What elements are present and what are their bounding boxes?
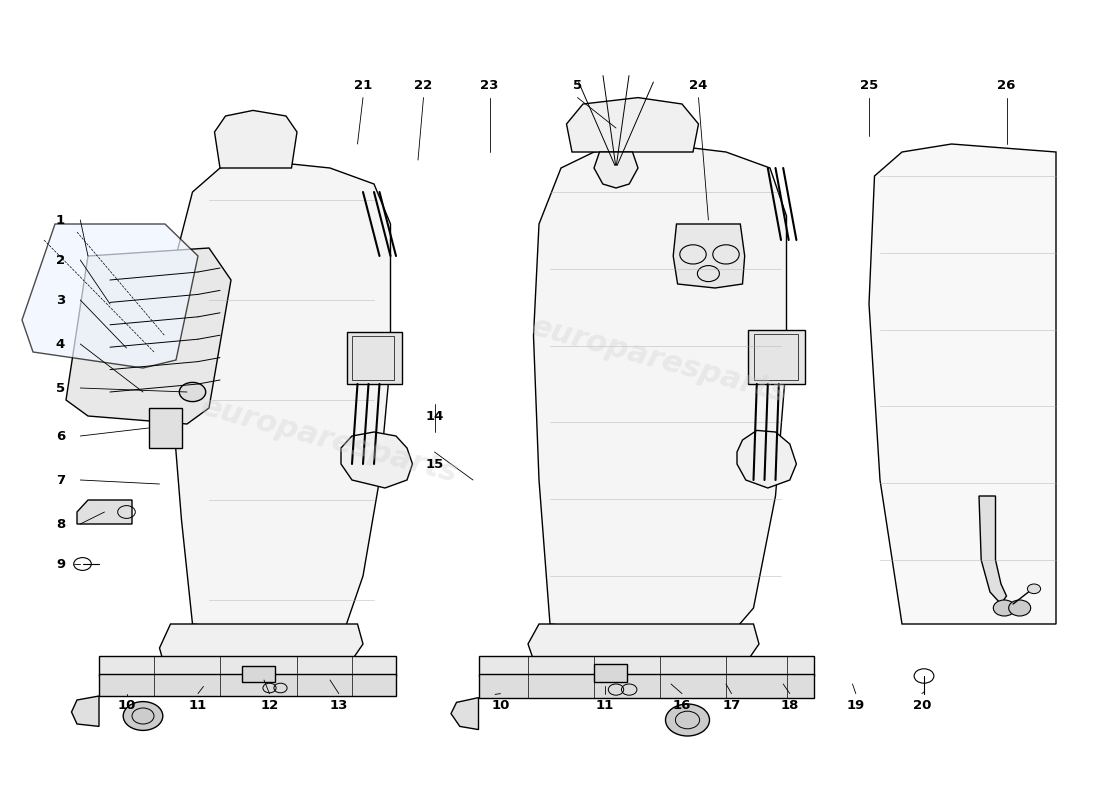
Text: 10: 10: [492, 699, 509, 712]
Polygon shape: [214, 110, 297, 168]
Text: 3: 3: [56, 294, 65, 306]
Text: 11: 11: [189, 699, 207, 712]
Polygon shape: [72, 696, 99, 726]
Circle shape: [1009, 600, 1031, 616]
Text: 24: 24: [690, 79, 707, 92]
Bar: [748, 330, 805, 384]
Text: 1: 1: [56, 214, 65, 226]
Text: 20: 20: [913, 699, 931, 712]
Bar: [346, 332, 402, 384]
Text: 2: 2: [56, 254, 65, 266]
Bar: [754, 334, 798, 380]
Circle shape: [666, 704, 710, 736]
Text: 6: 6: [56, 430, 65, 442]
Circle shape: [123, 702, 163, 730]
Text: 25: 25: [860, 79, 878, 92]
Text: 21: 21: [354, 79, 372, 92]
Text: 13: 13: [330, 699, 348, 712]
Text: 11: 11: [596, 699, 614, 712]
Bar: [99, 656, 396, 676]
Polygon shape: [66, 248, 231, 424]
Text: 7: 7: [56, 474, 65, 486]
Text: 10: 10: [118, 699, 135, 712]
Circle shape: [993, 600, 1015, 616]
Text: 26: 26: [998, 79, 1015, 92]
Text: 16: 16: [673, 699, 691, 712]
Bar: [478, 674, 814, 698]
Polygon shape: [594, 152, 638, 188]
Polygon shape: [160, 624, 363, 668]
Bar: [242, 666, 275, 682]
Text: 4: 4: [56, 338, 65, 350]
Polygon shape: [979, 496, 1006, 604]
Polygon shape: [673, 224, 745, 288]
Text: 23: 23: [481, 79, 498, 92]
Text: 17: 17: [723, 699, 740, 712]
Polygon shape: [22, 224, 198, 368]
Text: 8: 8: [56, 518, 65, 530]
Polygon shape: [528, 624, 759, 668]
Text: 9: 9: [56, 558, 65, 570]
Polygon shape: [451, 698, 478, 730]
Polygon shape: [341, 432, 412, 488]
Bar: [478, 656, 814, 676]
Bar: [99, 674, 396, 696]
Polygon shape: [170, 160, 390, 640]
Polygon shape: [534, 144, 786, 640]
Bar: [594, 664, 627, 682]
Text: 14: 14: [426, 410, 443, 422]
Polygon shape: [737, 430, 796, 488]
Text: 5: 5: [573, 79, 582, 92]
Text: 15: 15: [426, 458, 443, 470]
Polygon shape: [566, 98, 698, 152]
Text: europaresparts: europaresparts: [528, 312, 792, 408]
Text: 22: 22: [415, 79, 432, 92]
Polygon shape: [869, 144, 1056, 624]
Bar: [148, 408, 182, 448]
Bar: [352, 336, 394, 380]
Circle shape: [179, 382, 206, 402]
Polygon shape: [77, 500, 132, 524]
Text: 5: 5: [56, 382, 65, 394]
Text: 12: 12: [261, 699, 278, 712]
Text: 19: 19: [847, 699, 865, 712]
Text: 18: 18: [781, 699, 799, 712]
Circle shape: [1027, 584, 1041, 594]
Text: europaresparts: europaresparts: [198, 392, 462, 488]
